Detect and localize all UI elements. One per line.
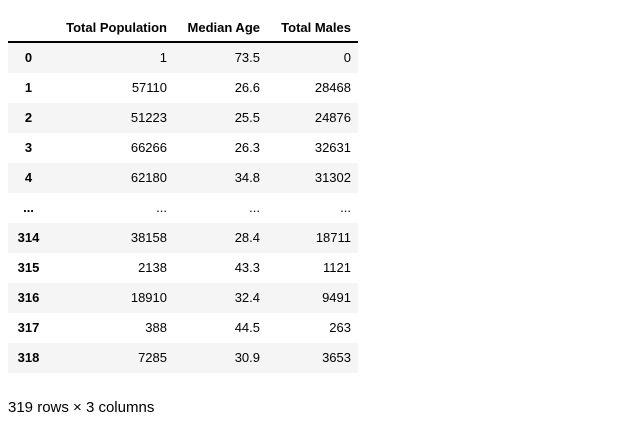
row-index: 315 (17, 260, 40, 275)
table-cell: 44.5 (234, 320, 260, 335)
table-row: 314 38158 28.4 18711 (8, 223, 358, 253)
table-cell: 62180 (130, 170, 167, 185)
table-cell: 263 (329, 320, 351, 335)
row-index: 0 (24, 50, 33, 65)
table-cell: ... (340, 200, 351, 215)
table-body: 0 1 73.5 0 1 57110 26.6 28468 2 51223 25.5 24876 3 66… (8, 42, 358, 373)
table-cell: 32631 (314, 140, 351, 155)
column-header: Median Age (174, 15, 267, 43)
table-row: 2 51223 25.5 24876 (8, 103, 358, 133)
table-row: ............ (8, 193, 358, 223)
row-index: ... (23, 200, 34, 215)
index-column-header (8, 15, 49, 43)
table-cell: 2138 (138, 260, 167, 275)
table-header: Total Population Median Age Total Males (8, 15, 358, 43)
table-cell: 25.5 (234, 110, 260, 125)
row-index: 3 (24, 140, 33, 155)
table-cell: 31302 (314, 170, 351, 185)
table-cell: 26.6 (234, 80, 260, 95)
row-index: 314 (17, 230, 40, 245)
table-cell: 28.4 (234, 230, 260, 245)
table-dimensions-label: 319 rows × 3 columns (8, 399, 155, 416)
table-cell: 7285 (138, 350, 167, 365)
row-index: 2 (24, 110, 33, 125)
table-row: 317 388 44.5 263 (8, 313, 358, 343)
table-cell: 0 (343, 50, 351, 65)
table-cell: 9491 (322, 290, 351, 305)
row-index: 318 (17, 350, 40, 365)
table-cell: ... (249, 200, 260, 215)
table-cell: 38158 (130, 230, 167, 245)
table-cell: 73.5 (234, 50, 260, 65)
table-cell: 30.9 (234, 350, 260, 365)
table-cell: 18910 (130, 290, 167, 305)
column-header: Total Population (49, 15, 174, 43)
table-cell: 24876 (314, 110, 351, 125)
row-index: 317 (17, 320, 40, 335)
table-cell: 34.8 (234, 170, 260, 185)
table-cell: 3653 (322, 350, 351, 365)
dataframe-table: Total Population Median Age Total Males 0 1… (8, 15, 358, 373)
table-row: 1 57110 26.6 28468 (8, 73, 358, 103)
table-cell: 28468 (314, 80, 351, 95)
table-cell: 51223 (130, 110, 167, 125)
header-row: Total Population Median Age Total Males (8, 15, 358, 43)
table-row: 315 2138 43.3 1121 (8, 253, 358, 283)
table-cell: 18711 (315, 230, 351, 245)
row-index: 316 (17, 290, 40, 305)
table-row: 316 18910 32.4 9491 (8, 283, 358, 313)
table-row: 318 7285 30.9 3653 (8, 343, 358, 373)
table-cell: ... (156, 200, 167, 215)
table-row: 4 62180 34.8 31302 (8, 163, 358, 193)
table-row: 0 1 73.5 0 (8, 42, 358, 73)
table-cell: 1121 (323, 260, 351, 275)
table-cell: 66266 (130, 140, 167, 155)
table-cell: 388 (145, 320, 167, 335)
table-cell: 43.3 (234, 260, 260, 275)
table-cell: 57110 (131, 80, 167, 95)
column-header: Total Males (267, 15, 358, 43)
table-cell: 1 (159, 50, 167, 65)
row-index: 1 (24, 80, 33, 95)
table-cell: 32.4 (234, 290, 260, 305)
table-cell: 26.3 (234, 140, 260, 155)
row-index: 4 (24, 170, 33, 185)
table-row: 3 66266 26.3 32631 (8, 133, 358, 163)
